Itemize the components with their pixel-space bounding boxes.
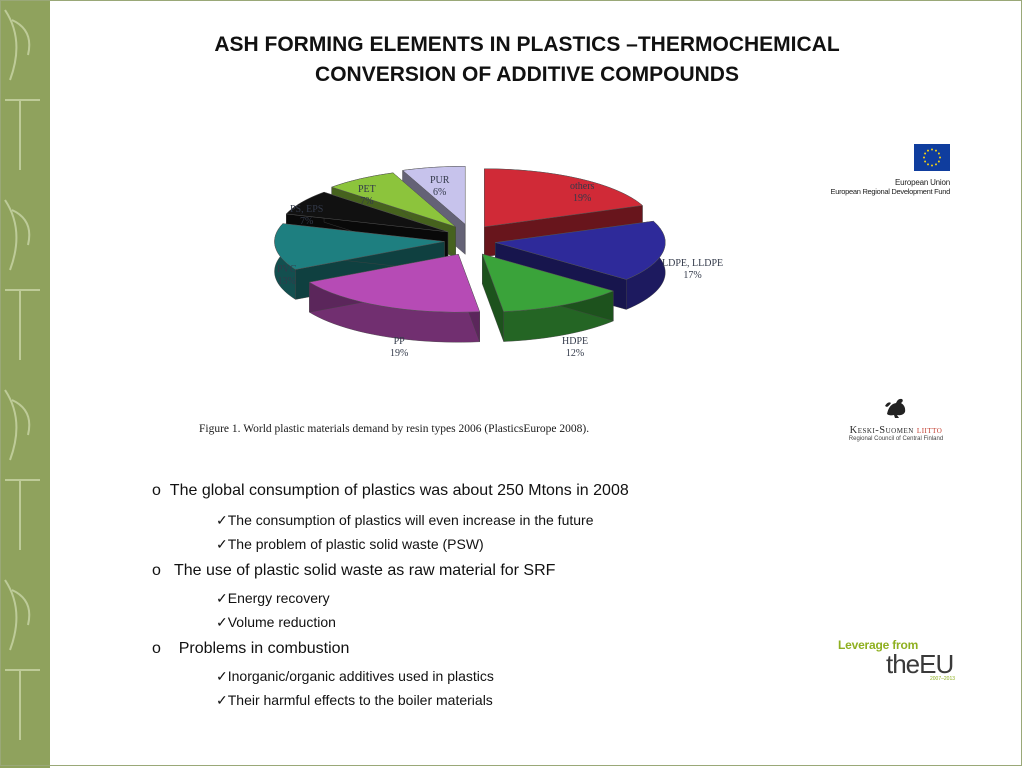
ks-subtitle: Regional Council of Central Finland: [836, 436, 956, 442]
pie-chart: [180, 160, 780, 450]
checkmark-icon: ✓: [216, 692, 228, 709]
checkmark-icon: ✓: [216, 512, 228, 529]
bullet-level-1: o Problems in combustion: [152, 640, 349, 658]
title-line-2: CONVERSION OF ADDITIVE COMPOUNDS: [120, 60, 934, 90]
bullet-level-1: o The global consumption of plastics was…: [152, 482, 629, 500]
bullet-circle-icon: o: [152, 482, 161, 500]
slice-label-ps-eps: PS, EPS 7%: [290, 204, 323, 228]
leverage-from-the-eu-logo: Leverage from theEU 2007–2013: [838, 638, 968, 682]
ks-name: Keski-Suomen liitto: [836, 425, 956, 436]
eu-flag-icon: [914, 144, 950, 171]
bullet-level-2: ✓The problem of plastic solid waste (PSW…: [216, 536, 484, 553]
checkmark-icon: ✓: [216, 614, 228, 631]
slice-label-hdpe: HDPE 12%: [562, 336, 588, 360]
pie-chart-svg: [180, 160, 780, 420]
slice-label-others: others 19%: [570, 181, 594, 205]
lev-line-2: theEU: [886, 652, 968, 676]
slice-label-pp: PP 19%: [390, 336, 408, 360]
slice-label-pet: PET 7%: [358, 184, 376, 208]
bullet-level-2: ✓Inorganic/organic additives used in pla…: [216, 668, 494, 685]
keski-suomen-liitto-logo: Keski-Suomen liitto Regional Council of …: [836, 394, 956, 442]
bullet-level-2: ✓Volume reduction: [216, 614, 336, 631]
grouse-bird-icon: [883, 394, 909, 420]
bullet-level-2: ✓Their harmful effects to the boiler mat…: [216, 692, 493, 709]
bullet-circle-icon: o: [152, 640, 161, 658]
bullet-circle-icon: o: [152, 562, 161, 580]
eu-logo: European Union European Regional Develop…: [826, 144, 950, 196]
title-line-1: ASH FORMING ELEMENTS IN PLASTICS –THERMO…: [120, 30, 934, 60]
eu-logo-line-1: European Union: [826, 178, 950, 187]
bullet-level-2: ✓The consumption of plastics will even i…: [216, 512, 593, 529]
slide-title: ASH FORMING ELEMENTS IN PLASTICS –THERMO…: [120, 30, 934, 90]
checkmark-icon: ✓: [216, 668, 228, 685]
checkmark-icon: ✓: [216, 536, 228, 553]
slice-label-pvc: PVC 13%: [277, 264, 296, 288]
checkmark-icon: ✓: [216, 590, 228, 607]
figure-caption: Figure 1. World plastic materials demand…: [199, 423, 589, 435]
lev-line-3: 2007–2013: [930, 676, 968, 682]
eu-logo-line-2: European Regional Development Fund: [826, 187, 950, 196]
bullet-level-1: o The use of plastic solid waste as raw …: [152, 562, 555, 580]
slice-label-ldpe: LDPE, LLDPE 17%: [662, 258, 723, 282]
slice-label-pur: PUR 6%: [430, 175, 449, 199]
bullet-level-2: ✓Energy recovery: [216, 590, 330, 607]
